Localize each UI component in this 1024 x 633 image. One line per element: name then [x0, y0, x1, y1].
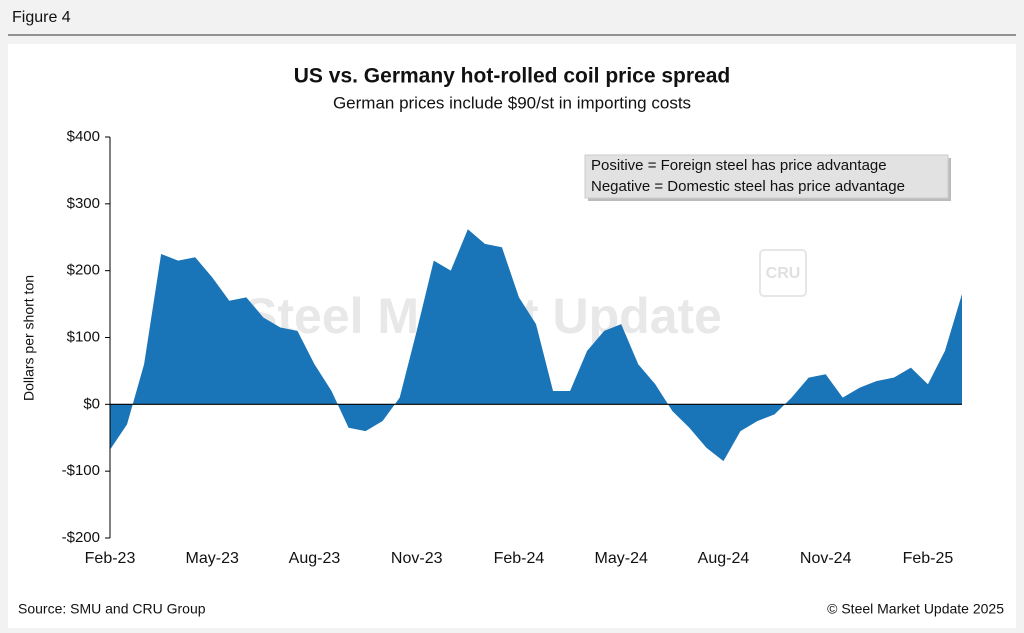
- x-tick-label: Aug-24: [698, 550, 750, 567]
- y-axis-label: Dollars per short ton: [21, 275, 37, 401]
- chart-title: US vs. Germany hot-rolled coil price spr…: [294, 65, 730, 88]
- area: [110, 229, 962, 462]
- x-tick-label: May-24: [595, 550, 648, 567]
- y-tick-label: $0: [83, 395, 100, 412]
- plot: -$200 -$100 $0 $100 $200 $300 $400 Feb-23 May-23…: [62, 128, 962, 567]
- x-tick-label: Nov-23: [391, 550, 443, 567]
- x-tick-label: Feb-24: [494, 550, 545, 567]
- annotation-box: [584, 154, 949, 199]
- annotation: Positive = Foreign steel has price advan…: [591, 157, 887, 174]
- y-tick-label: $400: [67, 128, 100, 145]
- x-tick-label: Aug-23: [289, 550, 341, 567]
- y-tick-label: -$100: [62, 462, 100, 479]
- watermark-logo-box: [759, 249, 807, 297]
- y-tick-label: -$200: [62, 529, 100, 546]
- y-tick-label: $200: [67, 262, 100, 279]
- chart-subtitle: German prices include $90/st in importin…: [333, 93, 691, 112]
- x-tick-label: Nov-24: [800, 550, 852, 567]
- y-tick-label: $100: [67, 328, 100, 345]
- source: Source: SMU and CRU Group: [18, 601, 206, 617]
- copyright: © Steel Market Update 2025: [827, 601, 1004, 617]
- x-tick-label: May-23: [186, 550, 239, 567]
- figure-label: Figure 4: [12, 9, 71, 26]
- annotation: Negative = Domestic steel has price adva…: [591, 178, 905, 195]
- x-tick-label: Feb-25: [903, 550, 954, 567]
- watermark-logo: CRU: [766, 265, 801, 282]
- x-tick-label: Feb-23: [85, 550, 136, 567]
- y-tick-label: $300: [67, 195, 100, 212]
